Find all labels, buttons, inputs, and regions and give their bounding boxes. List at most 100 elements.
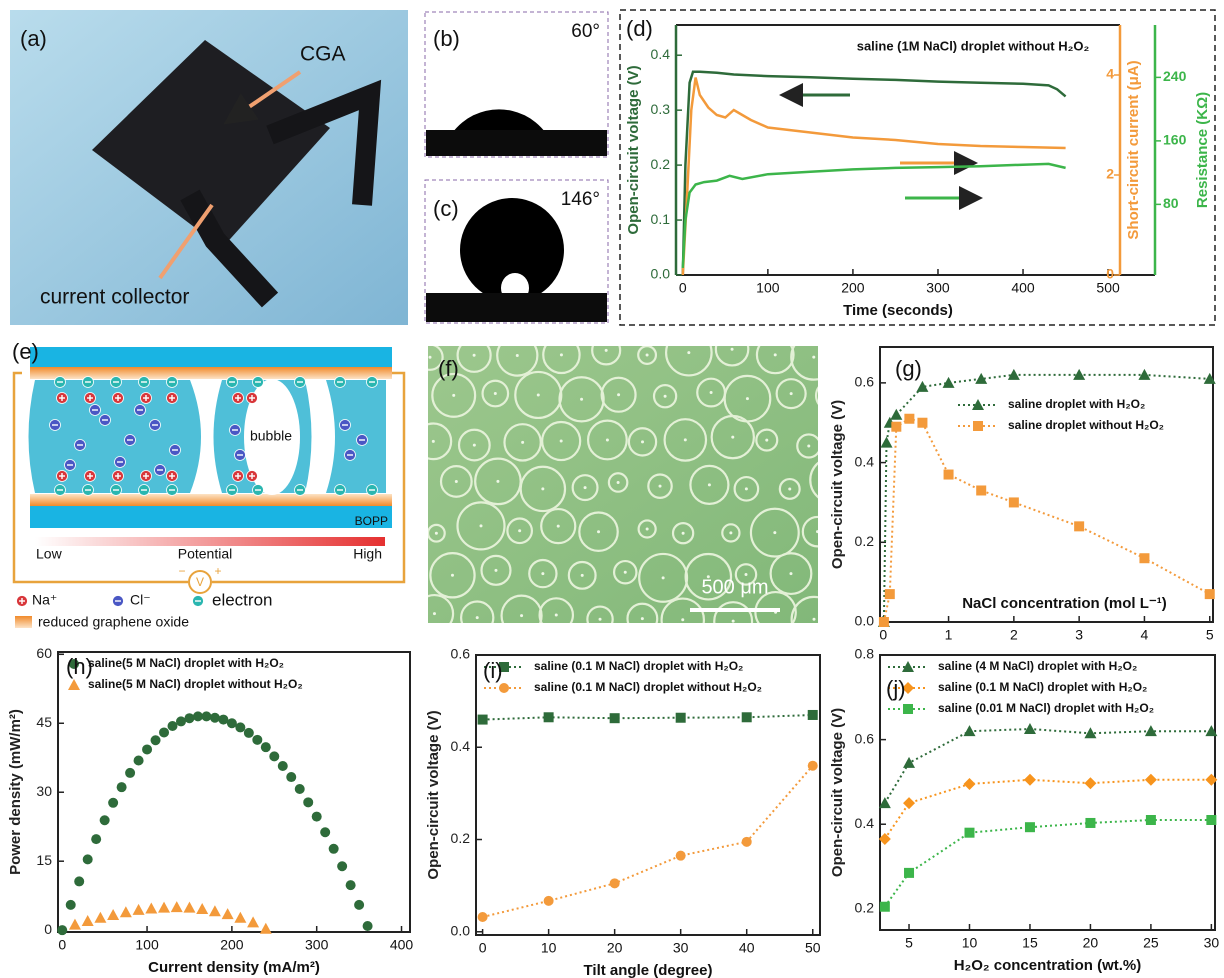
y-tick-label: 0.6 xyxy=(855,374,875,390)
droplet-center xyxy=(557,525,560,528)
data-point xyxy=(903,797,915,809)
x-tick-label: 0 xyxy=(58,937,66,953)
data-point xyxy=(184,713,194,723)
droplet-center xyxy=(729,531,732,534)
droplet-center xyxy=(429,356,432,359)
droplet-center xyxy=(560,353,563,356)
x-tick-label: 3 xyxy=(1075,627,1083,643)
droplet-center xyxy=(829,394,832,397)
x-tick-label: 100 xyxy=(756,280,780,296)
y3-tick-label: 160 xyxy=(1163,132,1187,148)
legend-label: saline (0.01 M NaCl) droplet with H₂O₂ xyxy=(938,701,1154,715)
series-line xyxy=(884,375,1210,622)
data-point xyxy=(916,381,928,392)
data-point xyxy=(363,921,373,931)
y-tick-label: 0.0 xyxy=(451,922,471,938)
droplet-center xyxy=(682,532,685,535)
y-tick-label: 0.4 xyxy=(855,453,875,469)
data-point xyxy=(252,735,262,745)
data-point xyxy=(354,900,364,910)
legend-marker xyxy=(68,679,80,690)
data-point xyxy=(676,713,686,723)
data-point xyxy=(134,756,144,766)
data-point xyxy=(808,761,818,771)
data-point xyxy=(676,851,686,861)
angle-label: 146° xyxy=(561,189,600,210)
data-point xyxy=(57,925,67,935)
data-point xyxy=(1206,815,1216,825)
y-tick-label: 0.1 xyxy=(651,211,671,227)
panel-label: (f) xyxy=(438,356,459,381)
x-tick-label: 1 xyxy=(945,627,953,643)
droplet-center xyxy=(732,620,735,623)
y-tick-label: 0.6 xyxy=(451,646,471,662)
droplet-center xyxy=(765,439,768,442)
data-point xyxy=(247,916,259,927)
data-point xyxy=(1145,774,1157,786)
data-point xyxy=(159,727,169,737)
droplet-center xyxy=(584,486,587,489)
legend-marker xyxy=(973,421,983,431)
panel-label: (a) xyxy=(20,26,47,51)
data-point xyxy=(83,854,93,864)
droplet-center xyxy=(731,348,734,351)
data-point xyxy=(168,721,178,731)
droplet-center xyxy=(520,614,523,617)
data-point xyxy=(158,902,170,913)
data-point xyxy=(904,414,914,424)
y3-tick-label: 240 xyxy=(1163,68,1187,84)
plot-frame xyxy=(476,655,820,935)
meter-sign: + xyxy=(214,564,221,578)
photo-b: (b) 60° xyxy=(425,12,608,157)
data-point xyxy=(963,778,975,790)
data-point xyxy=(196,903,208,914)
x-tick-label: 400 xyxy=(390,937,414,953)
data-point xyxy=(1146,815,1156,825)
droplet-center xyxy=(662,576,665,579)
x-tick-label: 0 xyxy=(479,940,487,956)
data-point xyxy=(234,912,246,923)
series-line xyxy=(885,780,1212,839)
series-line xyxy=(683,78,1066,276)
x-tick-label: 5 xyxy=(905,935,913,951)
droplet-center xyxy=(790,392,793,395)
x-tick-label: 0 xyxy=(679,280,687,296)
droplet-center xyxy=(541,487,544,490)
data-point xyxy=(478,912,488,922)
y-axis-label: Resistance (KΩ) xyxy=(1194,92,1211,208)
droplet-center xyxy=(451,574,454,577)
series-line xyxy=(884,419,1210,622)
data-point xyxy=(1139,553,1149,563)
droplet-center xyxy=(731,436,734,439)
panel-label: (i) xyxy=(483,658,503,683)
y-tick-label: 0.2 xyxy=(855,533,875,549)
data-point xyxy=(881,437,893,448)
data-point xyxy=(91,834,101,844)
x-tick-label: 200 xyxy=(841,280,865,296)
droplet-center xyxy=(597,530,600,533)
x-tick-label: 2 xyxy=(1010,627,1018,643)
data-point xyxy=(222,908,234,919)
droplet-center xyxy=(687,351,690,354)
photo-label: current collector xyxy=(40,286,189,309)
y-axis-label: Open-circuit voltage (V) xyxy=(625,65,642,234)
droplet-center xyxy=(617,393,620,396)
data-point xyxy=(286,772,296,782)
data-point xyxy=(1205,589,1215,599)
panel-label: (b) xyxy=(433,26,460,51)
droplet-center xyxy=(708,483,711,486)
data-point xyxy=(117,782,127,792)
y-tick-label: 0.6 xyxy=(855,730,875,746)
meter-label: V xyxy=(196,575,204,589)
data-point xyxy=(108,798,118,808)
photo-label: CGA xyxy=(300,43,346,66)
y-tick-label: 0.2 xyxy=(855,900,875,916)
legend-marker xyxy=(499,683,509,693)
data-point xyxy=(142,744,152,754)
data-point xyxy=(320,827,330,837)
scale-bar-label: 500 μm xyxy=(701,576,768,598)
droplet-center xyxy=(646,353,649,356)
droplet-center xyxy=(555,613,558,616)
legend-label: saline (0.1 M NaCl) droplet without H₂O₂ xyxy=(534,680,762,694)
data-point xyxy=(963,725,975,736)
